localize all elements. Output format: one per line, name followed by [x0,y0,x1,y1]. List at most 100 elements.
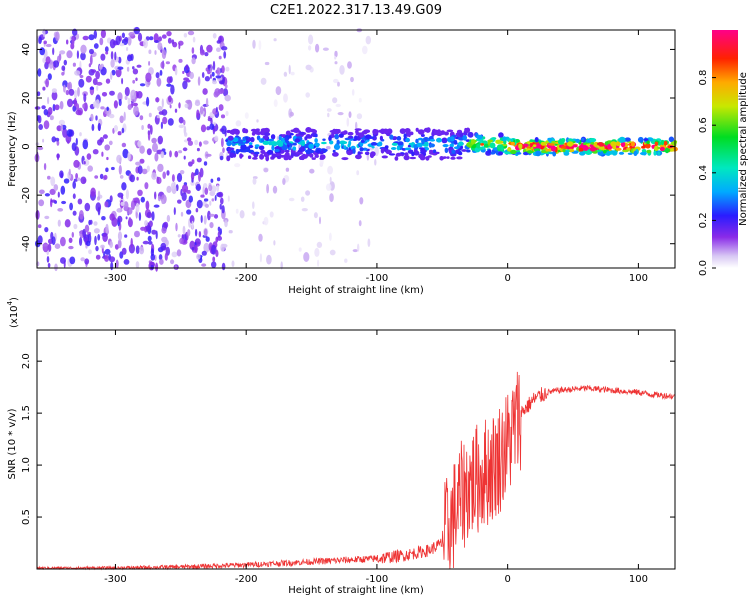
spectrogram-cell [285,167,290,172]
spectrogram-cell [45,56,51,64]
spectrogram-cell [548,143,555,146]
spectrogram-cell [93,101,97,108]
colorbar-tick-label: 0.2 [698,212,709,228]
spectrogram-cell [93,30,98,39]
spectrogram-cell [43,120,50,130]
spectrogram-y-tick-label: 0 [21,143,32,149]
snr-y-axis-label: SNR (10 * v/v) [7,408,18,479]
spectrogram-cell [205,153,212,157]
spectrogram-cell [637,136,644,143]
spectrogram-cell [99,37,104,46]
spectrogram-cell [370,142,378,146]
spectrogram-cell [141,125,144,130]
spectrogram-cell [97,234,101,241]
spectrogram-cell [562,148,566,153]
spectrogram-cells [34,26,678,272]
spectrogram-cell [35,210,40,220]
spectrogram-cell [148,241,153,245]
spectrogram-cell [57,208,64,212]
spectrogram-cell [58,119,65,126]
spectrogram-cell [174,67,178,76]
spectrogram-cell [89,55,93,65]
spectrogram-cell [207,210,211,221]
spectrogram-cell [304,143,310,147]
spectrogram-cell [532,144,537,148]
spectrogram-cell [308,45,312,51]
spectrogram-cell [94,175,99,179]
spectrogram-cell [88,249,92,255]
spectrogram-cell [146,96,150,107]
spectrogram-cell [142,240,149,245]
spectrogram-cell [136,64,142,68]
spectrogram-cell [179,237,184,245]
spectrogram-cell [313,212,318,219]
spectrogram-cell [105,167,109,173]
spectrogram-cell [181,184,189,193]
spectrogram-cell [176,249,182,257]
spectrogram-cell [415,127,419,132]
spectrogram-cell [458,151,463,156]
spectrogram-cell [46,256,50,263]
spectrogram-cell [169,104,172,109]
spectrogram-cell [367,238,371,247]
snr-panel: -300 -200 -100 0 100 0.5 1.0 1.5 2.0 Height of … [6,297,676,596]
spectrogram-cell [104,144,110,151]
spectrogram-cell [154,191,157,200]
spectrogram-cell [329,176,332,184]
spectrogram-cell [441,137,448,144]
spectrogram-cell [326,108,332,112]
spectrogram-cell [272,185,278,194]
spectrogram-cell [366,134,370,140]
figure-title: C2E1.2022.317.13.49.G09 [270,3,442,18]
spectrogram-cell [328,135,332,142]
spectrogram-cell [314,154,319,158]
spectrogram-cell [466,142,473,148]
spectrogram-cell [260,77,267,85]
spectrogram-cell [507,148,512,151]
spectrogram-cell [188,161,193,167]
spectrogram-cell [476,144,481,149]
spectrogram-cell [219,155,224,161]
spectrogram-cell [308,143,315,149]
spectrogram-cell [126,47,129,51]
spectrogram-cell [535,150,541,157]
spectrogram-cell [334,61,338,65]
spectrogram-cell [582,145,589,151]
spectrogram-cell [124,86,130,97]
spectrogram-cell [189,71,194,80]
spectrogram-cell [127,104,132,110]
spectrogram-cell [339,65,345,75]
spectrogram-cell [99,173,104,180]
spectrogram-cell [44,193,51,197]
spectrogram-cell [308,34,314,45]
spectrogram-cell [333,78,339,84]
spectrogram-cell [152,142,158,153]
spectrogram-cell [117,239,122,249]
spectrogram-cell [502,136,507,142]
spectrogram-cell [575,138,580,143]
spectrogram-cell [119,115,124,124]
spectrogram-cell [196,147,200,152]
spectrogram-cell [269,211,274,218]
spectrogram-cell [47,73,52,81]
spectrogram-cell [127,54,133,62]
spectrogram-cell [49,115,55,121]
spectrogram-cell [487,139,494,143]
spectrogram-x-tick-label: -300 [104,273,127,284]
spectrogram-cell [259,153,265,160]
spectrogram-cell [312,129,317,134]
spectrogram-cell [237,139,244,145]
spectrogram-cell [124,37,129,42]
spectrogram-cell [319,154,326,160]
spectrogram-cell [109,39,116,49]
spectrogram-cell [195,208,199,213]
spectrogram-cell [224,94,231,102]
spectrogram-cell [526,150,534,154]
spectrogram-cell [132,66,135,70]
spectrogram-cell [177,234,181,238]
spectrogram-cell [300,196,305,202]
spectrogram-cell [630,141,636,147]
spectrogram-cell [214,195,217,201]
spectrogram-cell [133,105,139,116]
spectrogram-cell [161,49,167,60]
